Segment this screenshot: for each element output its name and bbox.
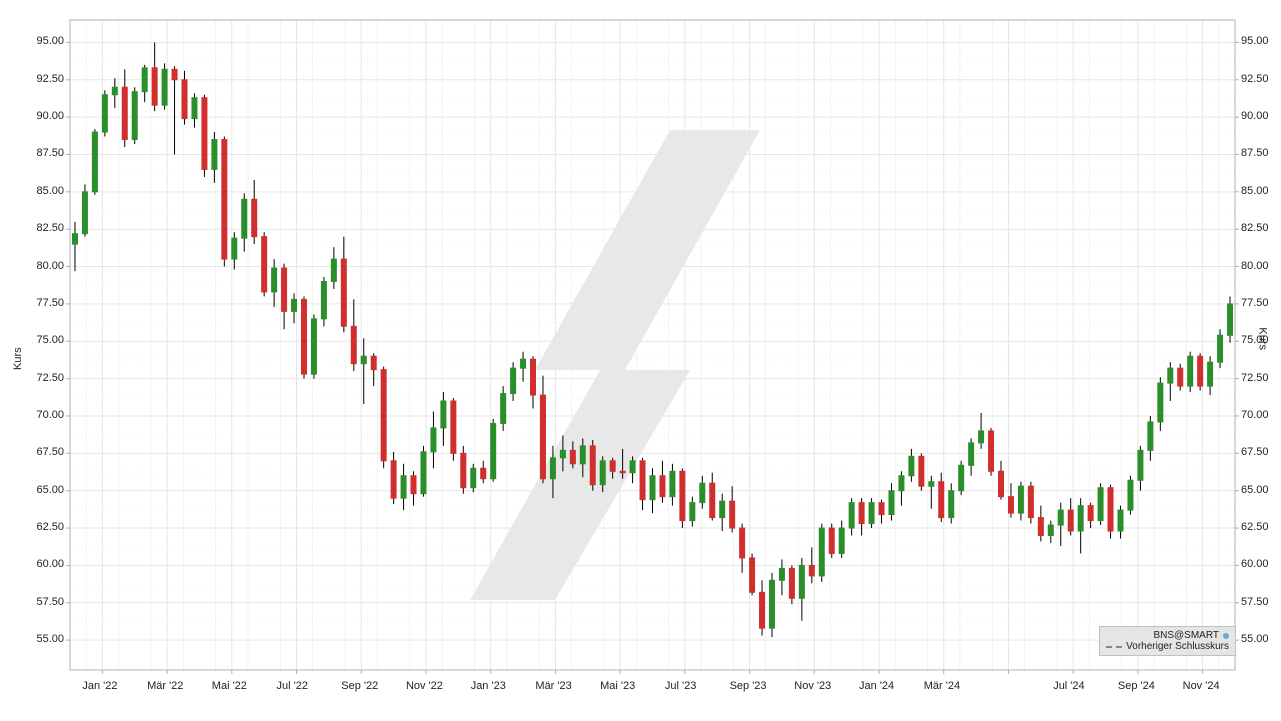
x-tick: Jul '23: [665, 680, 696, 692]
x-tick: Nov '23: [794, 680, 831, 692]
y-tick-right: 77.50: [1241, 297, 1269, 309]
y-tick-right: 92.50: [1241, 73, 1269, 85]
y-tick-right: 82.50: [1241, 222, 1269, 234]
y-tick-right: 72.50: [1241, 372, 1269, 384]
x-tick: Mär '22: [147, 680, 183, 692]
y-tick-left: 65.00: [36, 484, 64, 496]
y-tick-left: 85.00: [36, 185, 64, 197]
y-tick-left: 55.00: [36, 633, 64, 645]
candlestick-chart: Kurs Kurs 55.0055.0057.5057.5060.0060.00…: [0, 0, 1281, 721]
y-tick-right: 60.00: [1241, 558, 1269, 570]
y-tick-right: 87.50: [1241, 147, 1269, 159]
x-tick: Jul '22: [277, 680, 308, 692]
y-tick-left: 87.50: [36, 147, 64, 159]
y-tick-right: 70.00: [1241, 409, 1269, 421]
y-tick-left: 62.50: [36, 521, 64, 533]
y-tick-left: 70.00: [36, 409, 64, 421]
y-tick-right: 75.00: [1241, 334, 1269, 346]
x-tick: Sep '23: [730, 680, 767, 692]
legend-dot-icon: [1223, 633, 1229, 639]
y-tick-right: 55.00: [1241, 633, 1269, 645]
x-tick: Sep '24: [1118, 680, 1155, 692]
x-tick: Mär '24: [924, 680, 960, 692]
x-tick: Jan '22: [82, 680, 117, 692]
x-tick: Mär '23: [535, 680, 571, 692]
y-tick-left: 95.00: [36, 35, 64, 47]
legend-item-1: BNS@SMART: [1153, 630, 1219, 641]
y-tick-left: 90.00: [36, 110, 64, 122]
x-tick: Jul '24: [1053, 680, 1084, 692]
y-tick-right: 67.50: [1241, 446, 1269, 458]
y-tick-left: 67.50: [36, 446, 64, 458]
y-tick-right: 62.50: [1241, 521, 1269, 533]
x-tick: Jan '24: [859, 680, 894, 692]
legend-row-1: BNS@SMART: [1106, 630, 1229, 641]
y-tick-left: 60.00: [36, 558, 64, 570]
y-tick-right: 90.00: [1241, 110, 1269, 122]
y-tick-left: 72.50: [36, 372, 64, 384]
x-tick: Jan '23: [471, 680, 506, 692]
chart-svg: [0, 0, 1281, 721]
y-tick-left: 75.00: [36, 334, 64, 346]
y-tick-right: 95.00: [1241, 35, 1269, 47]
y-tick-left: 92.50: [36, 73, 64, 85]
legend-row-2: Vorheriger Schlusskurs: [1106, 641, 1229, 652]
x-tick: Mai '23: [600, 680, 635, 692]
x-tick: Nov '22: [406, 680, 443, 692]
x-tick: Sep '22: [341, 680, 378, 692]
y-tick-right: 57.50: [1241, 596, 1269, 608]
y-tick-right: 65.00: [1241, 484, 1269, 496]
y-tick-left: 80.00: [36, 260, 64, 272]
y-tick-left: 57.50: [36, 596, 64, 608]
y-tick-right: 80.00: [1241, 260, 1269, 272]
legend-item-2: Vorheriger Schlusskurs: [1126, 641, 1229, 652]
y-axis-label-left: Kurs: [12, 347, 24, 370]
x-tick: Nov '24: [1183, 680, 1220, 692]
y-tick-left: 77.50: [36, 297, 64, 309]
legend-dash-icon: [1106, 646, 1122, 648]
y-tick-right: 85.00: [1241, 185, 1269, 197]
x-tick: Mai '22: [212, 680, 247, 692]
chart-legend: BNS@SMART Vorheriger Schlusskurs: [1099, 626, 1236, 656]
y-tick-left: 82.50: [36, 222, 64, 234]
